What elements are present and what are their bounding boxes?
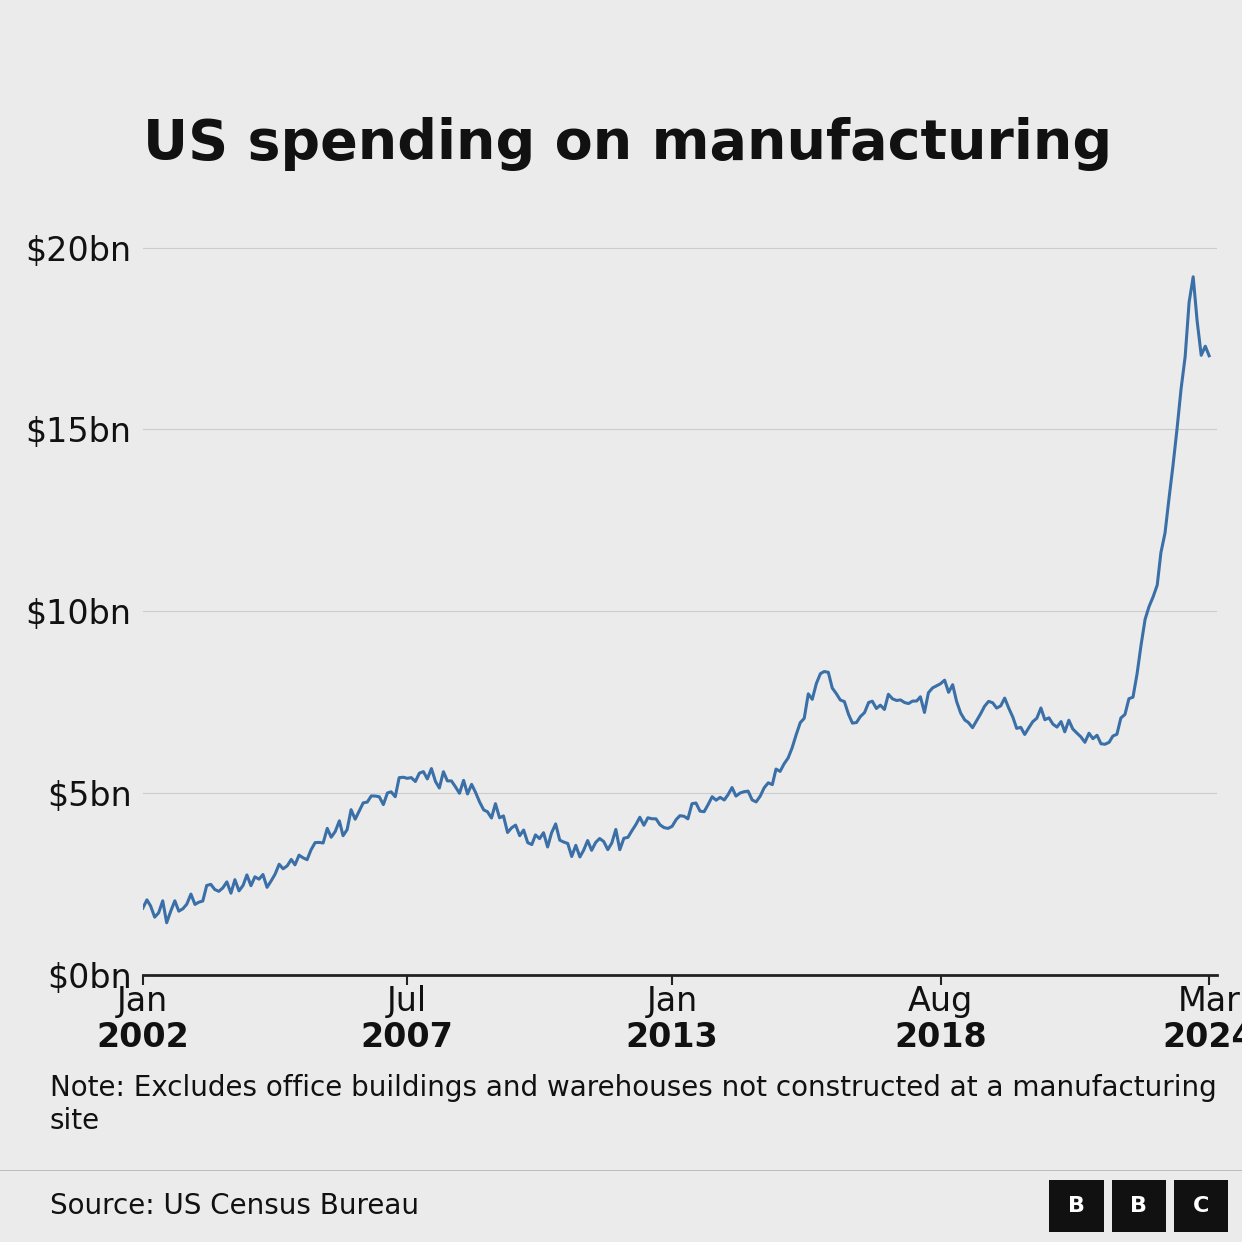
Text: B: B	[1068, 1196, 1086, 1216]
Text: Note: Excludes office buildings and warehouses not constructed at a manufacturin: Note: Excludes office buildings and ware…	[50, 1074, 1216, 1135]
Bar	[1049, 1180, 1104, 1232]
Bar	[1174, 1180, 1228, 1232]
Text: Jan: Jan	[647, 985, 698, 1018]
Text: C: C	[1192, 1196, 1210, 1216]
Text: 2002: 2002	[97, 1021, 189, 1054]
Text: 2007: 2007	[360, 1021, 453, 1054]
Text: B: B	[1130, 1196, 1148, 1216]
Text: 2024: 2024	[1163, 1021, 1242, 1054]
Text: Jan: Jan	[117, 985, 169, 1018]
Text: US spending on manufacturing: US spending on manufacturing	[143, 118, 1112, 171]
Text: Mar: Mar	[1177, 985, 1241, 1018]
Bar	[1112, 1180, 1166, 1232]
Text: 2018: 2018	[894, 1021, 987, 1054]
Text: Aug: Aug	[908, 985, 974, 1018]
Text: Jul: Jul	[388, 985, 427, 1018]
Text: 2013: 2013	[626, 1021, 718, 1054]
Text: Source: US Census Bureau: Source: US Census Bureau	[50, 1192, 419, 1220]
